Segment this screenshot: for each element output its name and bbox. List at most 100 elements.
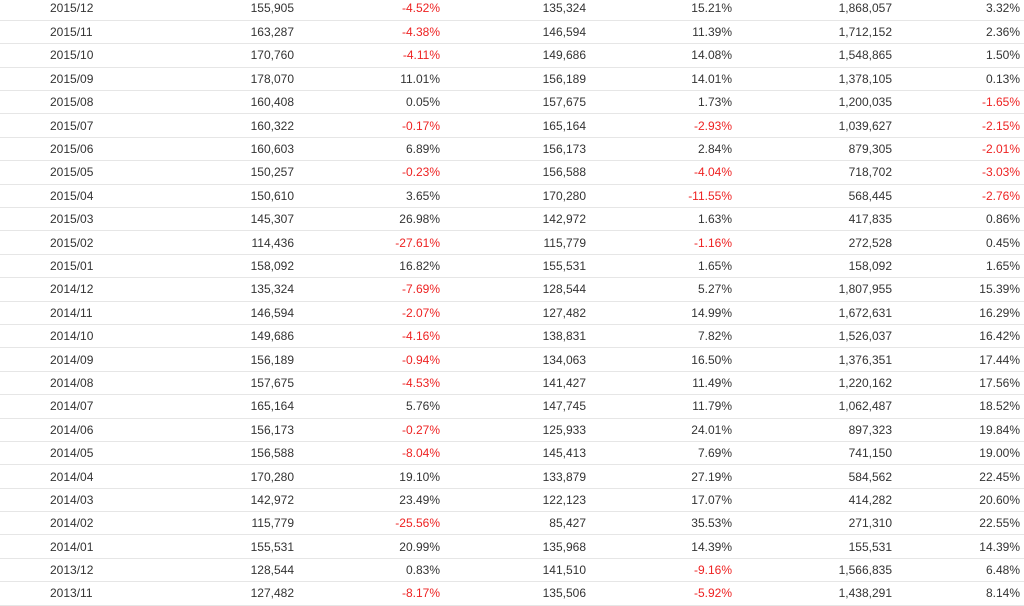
month-change-cell: 3.65% (296, 184, 442, 209)
prior-year-value-cell: 135,324 (442, 0, 588, 21)
cumulative-value-cell: 417,835 (734, 207, 894, 232)
month-change-cell: -0.27% (296, 418, 442, 442)
prior-year-value-cell: 157,675 (442, 90, 588, 115)
table-row: 2014/01 155,531 20.99% 135,968 14.39% 155,531… (0, 534, 1024, 559)
prior-year-value-cell: 138,831 (442, 324, 588, 349)
cumulative-change-cell: 0.86% (894, 207, 1024, 232)
month-change-cell: -25.56% (296, 511, 442, 536)
year-change-cell: 11.39% (588, 20, 734, 45)
year-change-cell: 5.27% (588, 277, 734, 302)
value-cell: 160,322 (112, 113, 296, 138)
value-cell: 155,531 (112, 534, 296, 559)
period-cell: 2015/04 (0, 184, 112, 209)
prior-year-value-cell: 156,588 (442, 160, 588, 185)
period-cell: 2014/12 (0, 277, 112, 302)
cumulative-change-cell: 19.00% (894, 441, 1024, 466)
cumulative-change-cell: 1.50% (894, 43, 1024, 68)
table-row: 2014/12 135,324 -7.69% 128,544 5.27% 1,807,95… (0, 277, 1024, 302)
cumulative-value-cell: 272,528 (734, 230, 894, 255)
table-row: 2015/07 160,322 -0.17% 165,164 -2.93% 1,039,6… (0, 113, 1024, 138)
period-cell: 2015/10 (0, 43, 112, 68)
year-change-cell: 11.49% (588, 371, 734, 396)
value-cell: 146,594 (112, 301, 296, 325)
value-cell: 150,257 (112, 160, 296, 185)
period-cell: 2014/07 (0, 394, 112, 419)
year-change-cell: 14.01% (588, 67, 734, 92)
month-change-cell: -8.17% (296, 581, 442, 606)
cumulative-change-cell: 3.32% (894, 0, 1024, 21)
cumulative-value-cell: 1,378,105 (734, 67, 894, 92)
value-cell: 170,760 (112, 43, 296, 68)
cumulative-change-cell: 0.13% (894, 67, 1024, 92)
prior-year-value-cell: 133,879 (442, 464, 588, 489)
year-change-cell: -4.04% (588, 160, 734, 185)
table-row: 2015/04 150,610 3.65% 170,280 -11.55% 568,445… (0, 184, 1024, 209)
cumulative-change-cell: 22.55% (894, 511, 1024, 536)
cumulative-value-cell: 1,712,152 (734, 20, 894, 45)
year-change-cell: -2.93% (588, 113, 734, 138)
prior-year-value-cell: 141,427 (442, 371, 588, 396)
month-change-cell: 19.10% (296, 464, 442, 489)
cumulative-change-cell: 16.42% (894, 324, 1024, 349)
table-row: 2015/03 145,307 26.98% 142,972 1.63% 417,835 0… (0, 207, 1024, 232)
cumulative-value-cell: 584,562 (734, 464, 894, 489)
year-change-cell: 16.50% (588, 347, 734, 372)
cumulative-value-cell: 1,566,835 (734, 558, 894, 583)
period-cell: 2015/06 (0, 137, 112, 162)
prior-year-value-cell: 147,745 (442, 394, 588, 419)
prior-year-value-cell: 115,779 (442, 230, 588, 255)
prior-year-value-cell: 135,968 (442, 534, 588, 559)
period-cell: 2015/02 (0, 230, 112, 255)
value-cell: 156,189 (112, 347, 296, 372)
table-row: 2014/02 115,779 -25.56% 85,427 35.53% 271,310… (0, 511, 1024, 536)
prior-year-value-cell: 142,972 (442, 207, 588, 232)
cumulative-change-cell: -3.03% (894, 160, 1024, 185)
period-cell: 2014/03 (0, 488, 112, 513)
month-change-cell: -27.61% (296, 230, 442, 255)
table-row: 2014/06 156,173 -0.27% 125,933 24.01% 897,323… (0, 418, 1024, 442)
table-row: 2014/11 146,594 -2.07% 127,482 14.99% 1,672,6… (0, 301, 1024, 325)
period-cell: 2014/06 (0, 418, 112, 442)
month-change-cell: 20.99% (296, 534, 442, 559)
table-row: 2014/08 157,675 -4.53% 141,427 11.49% 1,220,1… (0, 371, 1024, 396)
table-row: 2015/11 163,287 -4.38% 146,594 11.39% 1,712,1… (0, 20, 1024, 45)
cumulative-value-cell: 271,310 (734, 511, 894, 536)
period-cell: 2014/10 (0, 324, 112, 349)
table-row: 2013/12 128,544 0.83% 141,510 -9.16% 1,566,83… (0, 558, 1024, 583)
cumulative-value-cell: 1,220,162 (734, 371, 894, 396)
prior-year-value-cell: 127,482 (442, 301, 588, 325)
table-row: 2014/09 156,189 -0.94% 134,063 16.50% 1,376,3… (0, 347, 1024, 372)
year-change-cell: 27.19% (588, 464, 734, 489)
value-cell: 157,675 (112, 371, 296, 396)
month-change-cell: -2.07% (296, 301, 442, 325)
value-cell: 128,544 (112, 558, 296, 583)
cumulative-value-cell: 897,323 (734, 418, 894, 442)
value-cell: 160,408 (112, 90, 296, 115)
month-change-cell: -4.52% (296, 0, 442, 21)
value-cell: 178,070 (112, 67, 296, 92)
period-cell: 2015/07 (0, 113, 112, 138)
period-cell: 2015/05 (0, 160, 112, 185)
year-change-cell: 1.63% (588, 207, 734, 232)
year-change-cell: 17.07% (588, 488, 734, 513)
prior-year-value-cell: 135,506 (442, 581, 588, 606)
year-change-cell: 35.53% (588, 511, 734, 536)
month-change-cell: 26.98% (296, 207, 442, 232)
value-cell: 142,972 (112, 488, 296, 513)
value-cell: 145,307 (112, 207, 296, 232)
month-change-cell: 0.05% (296, 90, 442, 115)
month-change-cell: -0.94% (296, 347, 442, 372)
cumulative-change-cell: 15.39% (894, 277, 1024, 302)
prior-year-value-cell: 155,531 (442, 254, 588, 279)
cumulative-change-cell: -2.15% (894, 113, 1024, 138)
cumulative-value-cell: 414,282 (734, 488, 894, 513)
cumulative-value-cell: 1,672,631 (734, 301, 894, 325)
month-change-cell: 16.82% (296, 254, 442, 279)
cumulative-value-cell: 1,039,627 (734, 113, 894, 138)
prior-year-value-cell: 141,510 (442, 558, 588, 583)
cumulative-change-cell: 17.44% (894, 347, 1024, 372)
cumulative-change-cell: 19.84% (894, 418, 1024, 442)
cumulative-change-cell: 0.45% (894, 230, 1024, 255)
